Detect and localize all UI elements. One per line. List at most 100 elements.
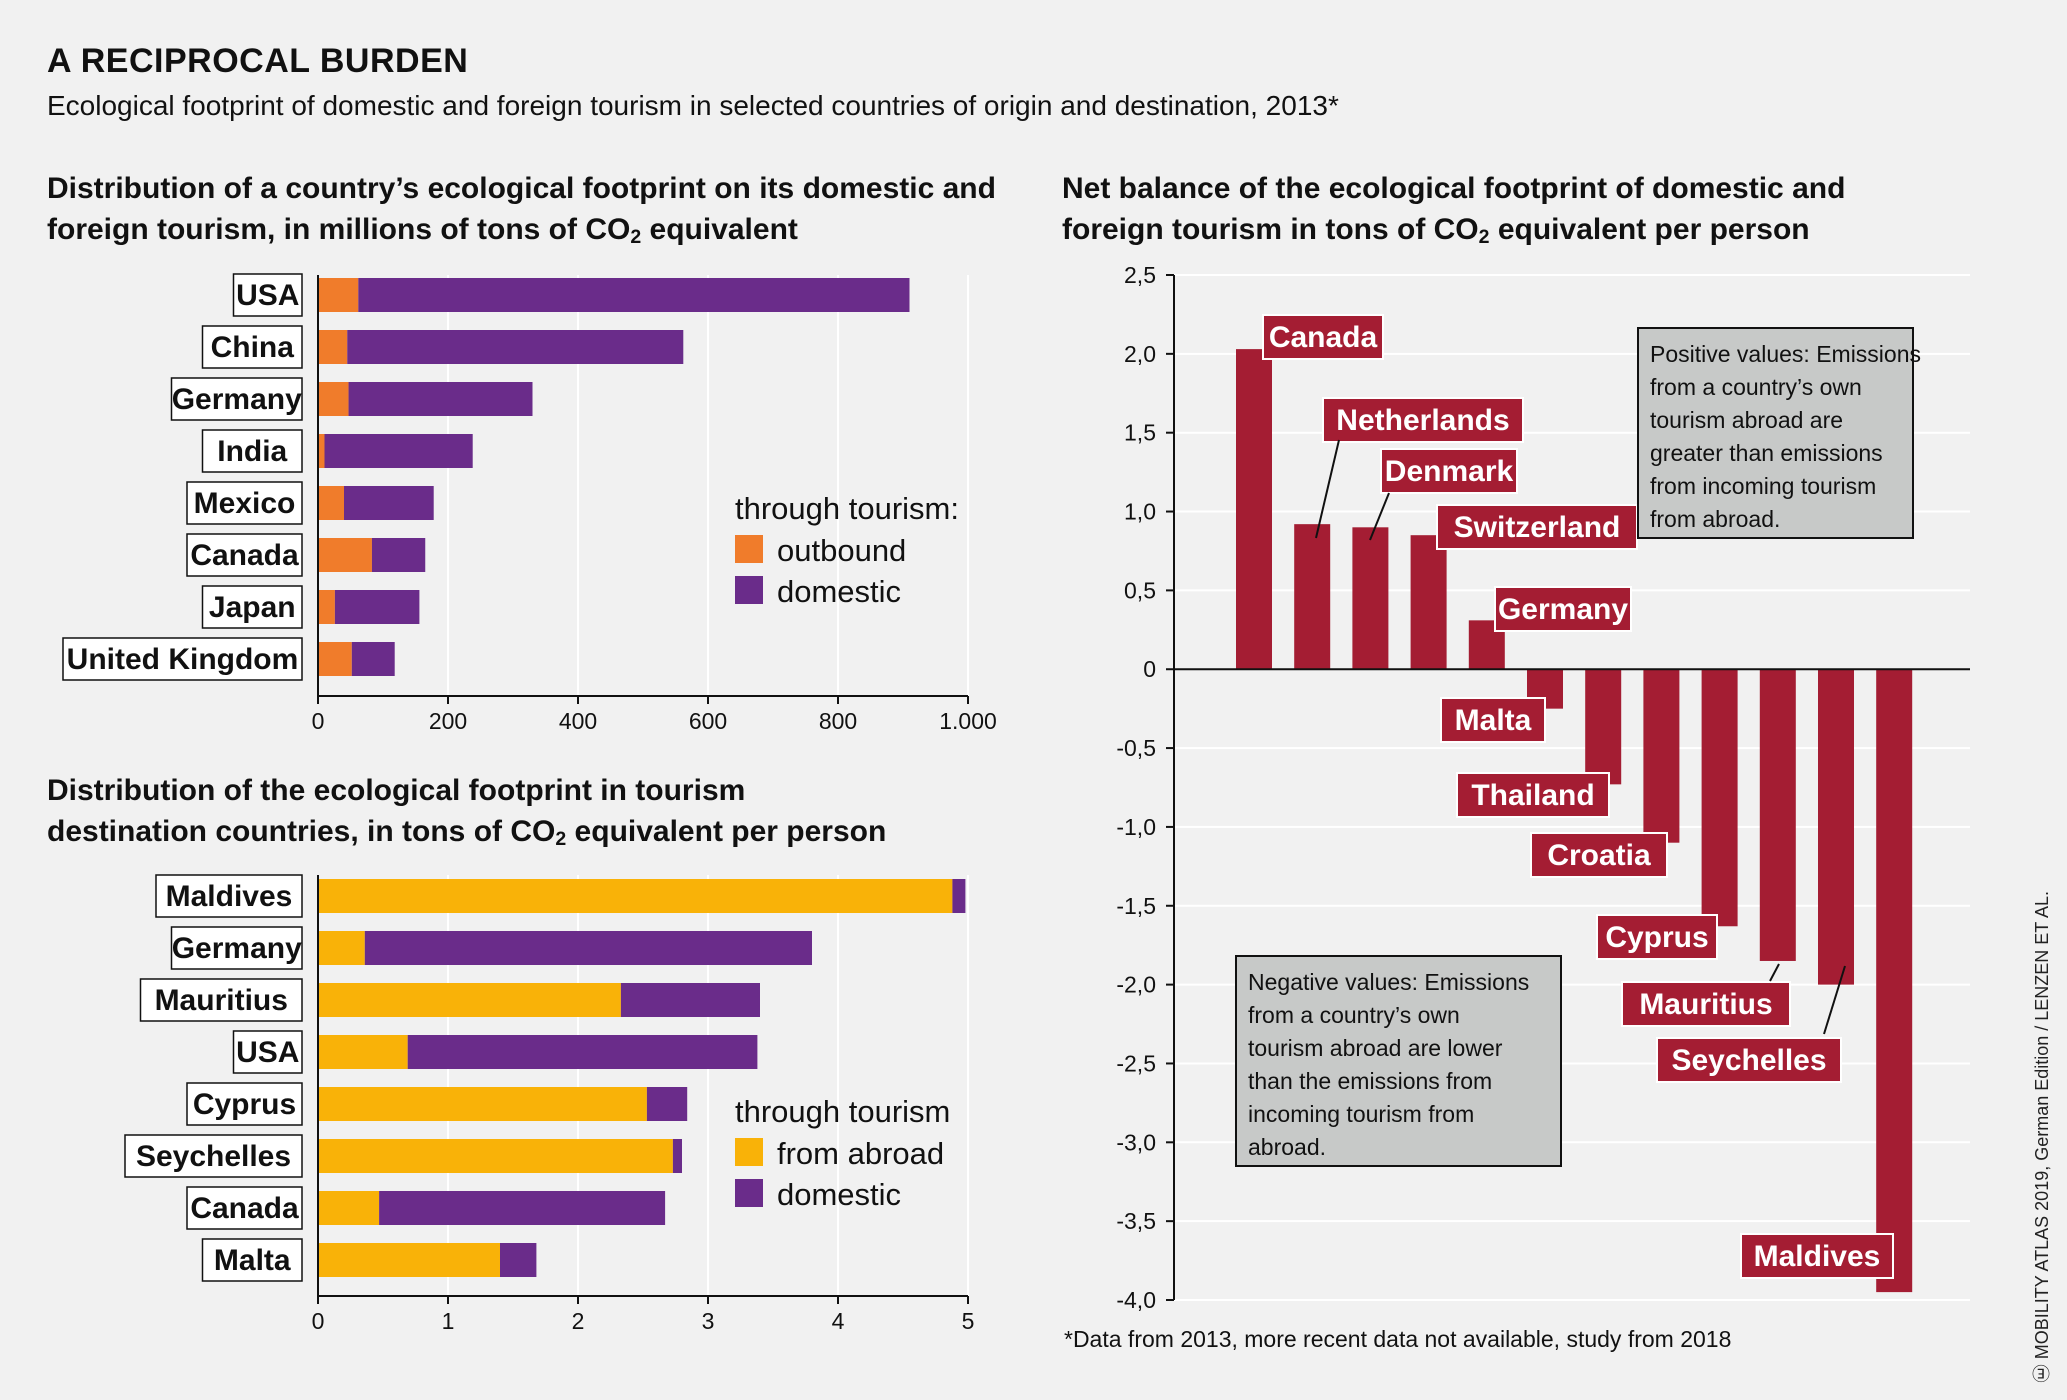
chart1-bar-germany-domestic <box>348 382 533 416</box>
chart1-bar-china-domestic <box>347 330 684 364</box>
chart3-positive-note-box <box>1637 327 1914 539</box>
chart3-category-label: Thailand <box>1471 779 1594 812</box>
chart2-label-box-seychelles <box>124 1134 303 1178</box>
chart2-bar-maldives-from-abroad <box>318 879 953 913</box>
chart3-label-box-malta <box>1440 697 1546 743</box>
chart3-bar-croatia <box>1643 669 1680 843</box>
chart1-bar-mexico-outbound <box>318 486 344 520</box>
chart3-category-label: Maldives <box>1754 1240 1881 1273</box>
chart3-leader-line <box>1369 492 1390 541</box>
chart3-category-label: Canada <box>1269 321 1378 354</box>
chart3-label-box-mauritius <box>1621 981 1791 1027</box>
chart1-bar-canada-domestic <box>371 538 426 572</box>
chart2-label-box-germany <box>170 926 303 970</box>
chart1-category-label: Canada <box>190 539 299 572</box>
chart2-label-box-malta <box>201 1238 303 1282</box>
panel3-title-line2: foreign tourism in tons of CO2 equivalen… <box>1062 213 1810 248</box>
chart3-bar-canada <box>1236 349 1272 670</box>
chart1-legend-title: through tourism: <box>735 491 959 526</box>
chart2-label-box-maldives <box>155 874 303 918</box>
footnote: *Data from 2013, more recent data not av… <box>1064 1326 1732 1352</box>
chart3-bar-cyprus <box>1701 669 1738 927</box>
chart3-bar-thailand <box>1585 669 1622 785</box>
chart3-category-label: Cyprus <box>1605 921 1708 954</box>
chart1-legend-swatch-outbound <box>735 535 763 563</box>
chart1-bar-united-kingdom-domestic <box>351 642 395 676</box>
chart3-bar-denmark <box>1352 527 1389 670</box>
chart3-positive-note-line: from incoming tourism <box>1650 473 1876 499</box>
chart2-legend-title: through tourism <box>735 1094 950 1129</box>
chart3-y-tick-label: 2,0 <box>1124 341 1156 367</box>
chart2-x-tick-label: 4 <box>832 1308 845 1334</box>
chart1-category-label: United Kingdom <box>67 643 299 676</box>
chart1-bar-germany-outbound <box>318 382 349 416</box>
chart2-bar-cyprus-from-abroad <box>318 1087 647 1121</box>
chart1-group: USA China Germany India Mexico Canada Japan Uni… <box>62 273 997 734</box>
chart3-bar-switzerland <box>1410 535 1447 670</box>
chart3-label-box-seychelles <box>1656 1037 1842 1083</box>
chart1-bar-india-domestic <box>324 434 473 468</box>
chart3-label-box-thailand <box>1456 772 1610 818</box>
chart3-positive-note-line: Positive values: Emissions <box>1650 341 1921 367</box>
chart3-y-tick-label: -1,0 <box>1116 814 1156 840</box>
chart1-x-tick-label: 1.000 <box>939 708 997 734</box>
chart3-category-label: Denmark <box>1385 455 1514 488</box>
chart2-x-tick-label: 1 <box>442 1308 455 1334</box>
page-title: A RECIPROCAL BURDEN <box>47 42 469 80</box>
chart1-bar-japan-outbound <box>318 590 335 624</box>
chart3-category-label: Germany <box>1498 593 1628 626</box>
page-subtitle: Ecological footprint of domestic and for… <box>47 90 1339 121</box>
chart2-legend-label: domestic <box>777 1177 901 1212</box>
chart1-category-label: China <box>211 331 295 364</box>
chart2-bar-maldives-domestic <box>952 879 966 913</box>
chart1-category-label: Japan <box>209 591 296 624</box>
source-credit: Ⓔ MOBILITY ATLAS 2019, German Edition / … <box>2032 890 2052 1382</box>
chart3-negative-note-box <box>1235 955 1562 1167</box>
chart1-category-label: USA <box>236 279 299 312</box>
chart1-label-box-usa <box>232 273 303 317</box>
chart1-x-tick-label: 0 <box>312 708 325 734</box>
chart1-label-box-united-kingdom <box>62 637 303 681</box>
panel2-title-line1: Distribution of the ecological footprint… <box>47 774 746 807</box>
panel1-title-line1: Distribution of a country’s ecological f… <box>47 172 996 205</box>
chart2-label-box-usa <box>232 1030 303 1074</box>
chart1-label-box-china <box>201 325 303 369</box>
chart2-bar-malta-from-abroad <box>318 1243 500 1277</box>
chart1-legend-label: domestic <box>777 574 901 609</box>
chart3-positive-note-line: tourism abroad are <box>1650 407 1843 433</box>
chart3-y-tick-label: 1,0 <box>1124 499 1156 525</box>
chart3-negative-note-line: incoming tourism from <box>1248 1101 1474 1127</box>
chart3-bar-maldives <box>1876 669 1913 1293</box>
chart3-y-tick-label: -1,5 <box>1116 893 1156 919</box>
chart3-label-box-maldives <box>1740 1233 1894 1279</box>
chart3-y-tick-label: -3,5 <box>1116 1208 1156 1234</box>
chart3-y-tick-label: -3,0 <box>1116 1129 1156 1155</box>
chart3-bar-seychelles <box>1818 669 1854 985</box>
chart1-legend-label: outbound <box>777 533 906 568</box>
chart2-x-tick-label: 5 <box>962 1308 975 1334</box>
chart3-negative-note-line: tourism abroad are lower <box>1248 1035 1503 1061</box>
chart3-y-tick-label: 0 <box>1143 656 1156 682</box>
chart3-bar-mauritius <box>1759 669 1796 961</box>
chart2-category-label: Germany <box>172 932 302 965</box>
chart3-negative-note-line: from a country’s own <box>1248 1002 1460 1028</box>
chart3-leader-line <box>1315 439 1340 539</box>
chart2-x-tick-label: 0 <box>312 1308 325 1334</box>
panel2-title: Distribution of the ecological footprint… <box>47 770 1007 860</box>
chart2-x-tick-label: 2 <box>572 1308 585 1334</box>
chart3-leader-line <box>1823 965 1846 1035</box>
chart1-x-tick-label: 200 <box>429 708 467 734</box>
chart2-category-label: USA <box>236 1036 299 1069</box>
chart2-category-label: Seychelles <box>136 1140 291 1173</box>
chart3-y-tick-label: -4,0 <box>1116 1287 1156 1313</box>
chart1-label-box-japan <box>201 585 303 629</box>
chart2-label-box-mauritius <box>139 978 303 1022</box>
chart1-bar-india-outbound <box>318 434 325 468</box>
chart1-label-box-mexico <box>186 481 303 525</box>
chart2-bar-malta-domestic <box>500 1243 537 1277</box>
chart2-bar-usa-from-abroad <box>318 1035 408 1069</box>
chart2-bar-usa-domestic <box>407 1035 758 1069</box>
panel1-title-line2: foreign tourism, in millions of tons of … <box>47 213 798 248</box>
chart2-bar-seychelles-domestic <box>672 1139 682 1173</box>
